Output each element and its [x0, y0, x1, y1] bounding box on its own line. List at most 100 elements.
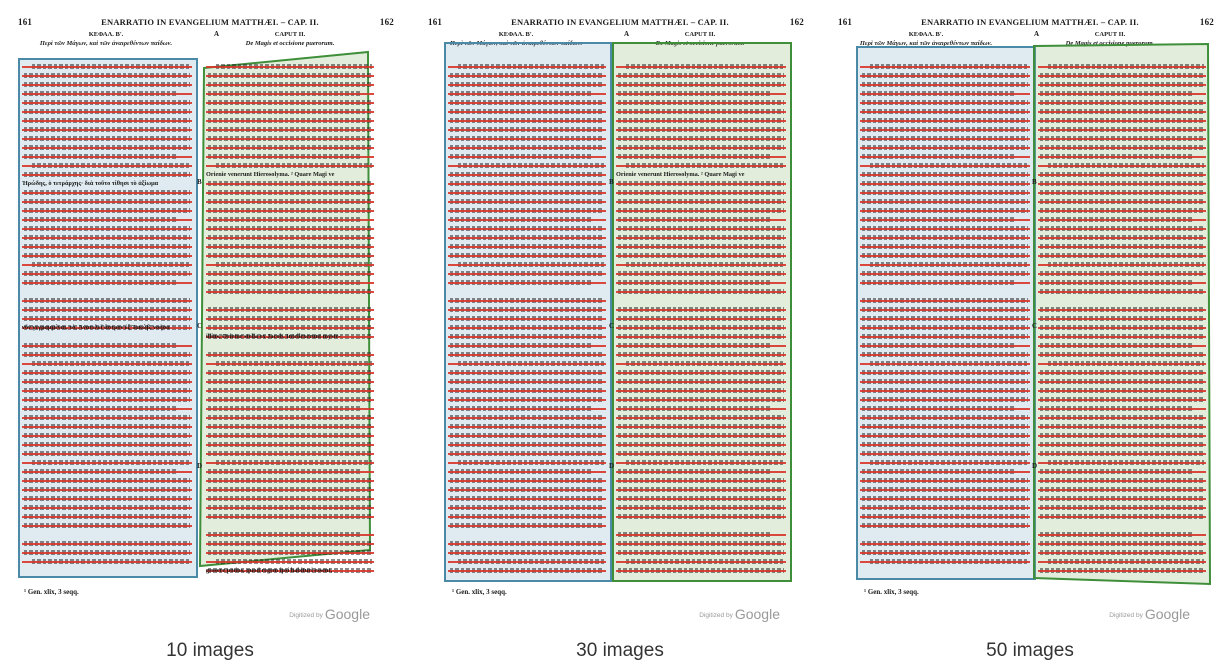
struck-text-line — [860, 485, 1030, 494]
struck-text-line — [22, 278, 192, 287]
struck-text-line — [448, 359, 606, 368]
paragraph-gap — [860, 287, 1030, 296]
struck-text-line — [22, 368, 192, 377]
struck-text-line — [206, 116, 374, 125]
struck-text-line — [22, 161, 192, 170]
latin-column-heading: CAPUT II. De Magis et occisione puerorum… — [1022, 30, 1198, 52]
footnote: ¹ Gen. xlix, 3 seqq. — [452, 588, 507, 596]
struck-text-line — [22, 296, 192, 305]
struck-text-line — [616, 341, 786, 350]
struck-text-line — [1038, 557, 1206, 566]
struck-text-line — [22, 233, 192, 242]
struck-text-line — [616, 494, 786, 503]
comparison-panel-10: 161 ENARRATIO IN EVANGELIUM MATTHÆI. – C… — [10, 0, 410, 661]
struck-text-line — [616, 386, 786, 395]
struck-text-line — [860, 440, 1030, 449]
struck-text-line — [1038, 467, 1206, 476]
struck-text-line — [206, 458, 374, 467]
struck-text-line — [448, 539, 606, 548]
struck-text-line — [860, 125, 1030, 134]
struck-text-line — [448, 197, 606, 206]
struck-text-line — [22, 89, 192, 98]
struck-text-line — [860, 404, 1030, 413]
struck-text-line — [860, 332, 1030, 341]
struck-text-line — [448, 332, 606, 341]
struck-text-line — [860, 521, 1030, 530]
struck-text-line — [448, 215, 606, 224]
greek-column-heading: ΚΕΦΑΛ. Β'. Περὶ τῶν Μάγων, καὶ τῶν ἀναιρ… — [18, 30, 194, 52]
struck-text-line — [448, 350, 606, 359]
margin-mark-c: C — [197, 322, 203, 330]
paragraph-gap — [448, 287, 606, 296]
struck-text-line — [860, 413, 1030, 422]
paragraph-gap — [616, 296, 786, 305]
struck-text-line — [616, 125, 786, 134]
struck-text-line — [860, 179, 1030, 188]
struck-text-line — [860, 314, 1030, 323]
struck-text-line — [616, 278, 786, 287]
struck-text-line — [1038, 323, 1206, 332]
struck-text-line — [1038, 458, 1206, 467]
struck-text-line — [1038, 89, 1206, 98]
struck-text-line — [860, 116, 1030, 125]
struck-text-line — [22, 341, 192, 350]
struck-text-line — [616, 440, 786, 449]
struck-text-line — [616, 161, 786, 170]
running-title: ENARRATIO IN EVANGELIUM MATTHÆI. – CAP. … — [101, 17, 319, 27]
struck-text-line — [860, 188, 1030, 197]
page-number-left: 161 — [18, 17, 33, 27]
struck-text-line — [206, 566, 374, 575]
struck-text-line — [616, 314, 786, 323]
margin-mark-a: A — [1034, 30, 1040, 38]
struck-text-line — [860, 215, 1030, 224]
struck-text-line — [206, 440, 374, 449]
struck-text-line — [448, 62, 606, 71]
margin-mark-b: B — [609, 178, 614, 186]
struck-text-line — [1038, 224, 1206, 233]
struck-text-line — [448, 377, 606, 386]
margin-mark-c: C — [609, 322, 615, 330]
struck-text-line — [1038, 143, 1206, 152]
struck-text-line — [616, 260, 786, 269]
struck-text-line — [1038, 170, 1206, 179]
struck-text-line — [616, 539, 786, 548]
struck-text-line — [860, 467, 1030, 476]
latin-column-box — [612, 42, 792, 582]
struck-text-line — [448, 89, 606, 98]
struck-text-line — [616, 548, 786, 557]
paragraph-gap — [22, 530, 192, 539]
margin-mark-b: B — [197, 178, 202, 186]
struck-text-line — [860, 80, 1030, 89]
latin-chapter-title: CAPUT II. — [274, 31, 306, 38]
struck-text-line — [206, 305, 374, 314]
struck-text-line — [22, 314, 192, 323]
paragraph-gap — [1038, 296, 1206, 305]
struck-text-line — [448, 422, 606, 431]
struck-text-line — [1038, 260, 1206, 269]
struck-text-line — [1038, 485, 1206, 494]
latin-text-line: Orienie venerunt Hierosolyma. ² Quare Ma… — [206, 171, 335, 178]
struck-text-line — [206, 287, 374, 296]
struck-text-line — [860, 422, 1030, 431]
struck-text-line — [616, 206, 786, 215]
struck-text-line — [448, 485, 606, 494]
struck-text-line — [22, 224, 192, 233]
struck-text-line — [22, 395, 192, 404]
struck-text-line — [448, 440, 606, 449]
struck-text-line — [616, 332, 786, 341]
greek-column-box — [444, 42, 612, 582]
struck-text-line — [448, 386, 606, 395]
struck-text-line — [206, 152, 374, 161]
struck-text-line — [860, 269, 1030, 278]
struck-text-line — [616, 566, 786, 575]
struck-text-line — [448, 116, 606, 125]
struck-text-line — [1038, 215, 1206, 224]
struck-text-line — [616, 188, 786, 197]
struck-text-line — [860, 197, 1030, 206]
struck-text-line — [206, 278, 374, 287]
struck-text-line — [22, 422, 192, 431]
struck-text-line — [448, 107, 606, 116]
struck-text-line — [1038, 449, 1206, 458]
struck-text-line — [616, 557, 786, 566]
struck-text-line — [860, 476, 1030, 485]
